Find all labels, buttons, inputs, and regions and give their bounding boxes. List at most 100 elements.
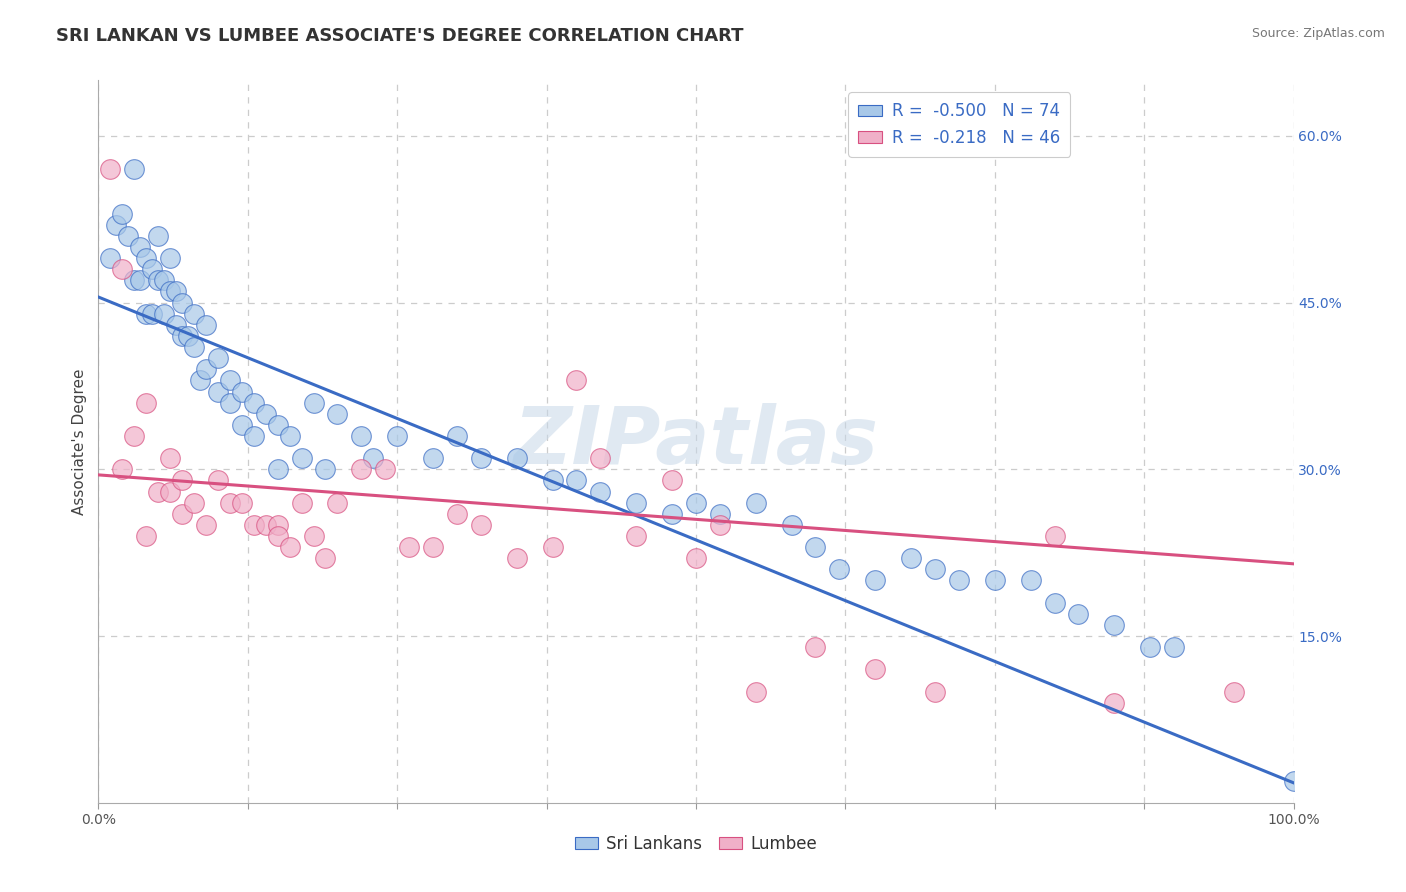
Point xyxy=(207,474,229,488)
Point xyxy=(1104,696,1126,710)
Point xyxy=(374,462,396,476)
Point xyxy=(1139,640,1161,655)
Point xyxy=(124,429,146,443)
Point xyxy=(709,517,731,532)
Text: SRI LANKAN VS LUMBEE ASSOCIATE'S DEGREE CORRELATION CHART: SRI LANKAN VS LUMBEE ASSOCIATE'S DEGREE … xyxy=(56,27,744,45)
Point xyxy=(254,517,277,532)
Point xyxy=(267,517,290,532)
Point xyxy=(243,395,266,409)
Point xyxy=(900,551,922,566)
Point xyxy=(278,540,301,554)
Point xyxy=(1104,618,1126,632)
Point xyxy=(183,340,205,354)
Point xyxy=(165,285,187,299)
Point xyxy=(243,517,266,532)
Point xyxy=(231,417,253,432)
Point xyxy=(804,540,827,554)
Point xyxy=(398,540,420,554)
Point xyxy=(865,574,887,588)
Point xyxy=(422,451,444,466)
Point xyxy=(626,496,648,510)
Point xyxy=(231,384,253,399)
Point xyxy=(172,295,194,310)
Point xyxy=(291,451,314,466)
Point xyxy=(111,462,134,476)
Point xyxy=(315,551,337,566)
Point xyxy=(129,273,152,287)
Point xyxy=(159,451,181,466)
Point xyxy=(1043,529,1066,543)
Point xyxy=(685,496,707,510)
Text: ZIPatlas: ZIPatlas xyxy=(513,402,879,481)
Point xyxy=(506,451,529,466)
Point xyxy=(177,329,200,343)
Point xyxy=(984,574,1007,588)
Point xyxy=(302,529,325,543)
Y-axis label: Associate's Degree: Associate's Degree xyxy=(72,368,87,515)
Point xyxy=(446,429,468,443)
Point xyxy=(135,529,157,543)
Point xyxy=(291,496,314,510)
Point xyxy=(135,251,157,265)
Point xyxy=(219,496,242,510)
Point xyxy=(589,484,612,499)
Point xyxy=(1282,773,1305,788)
Point xyxy=(98,251,122,265)
Point xyxy=(565,373,588,387)
Point xyxy=(948,574,970,588)
Point xyxy=(267,417,290,432)
Point xyxy=(506,551,529,566)
Point xyxy=(159,285,181,299)
Point xyxy=(141,262,163,277)
Point xyxy=(709,507,731,521)
Point xyxy=(124,162,146,177)
Point xyxy=(326,496,349,510)
Point xyxy=(745,496,768,510)
Point xyxy=(278,429,301,443)
Point xyxy=(148,273,170,287)
Point xyxy=(865,662,887,676)
Point xyxy=(98,162,122,177)
Point xyxy=(661,507,683,521)
Point xyxy=(446,507,468,521)
Point xyxy=(183,307,205,321)
Point xyxy=(470,517,492,532)
Point xyxy=(159,251,181,265)
Point xyxy=(541,540,564,554)
Point xyxy=(183,496,205,510)
Point xyxy=(1163,640,1185,655)
Point xyxy=(267,529,290,543)
Point xyxy=(363,451,385,466)
Point xyxy=(385,429,409,443)
Point xyxy=(207,351,229,366)
Point xyxy=(165,318,187,332)
Point xyxy=(565,474,588,488)
Point xyxy=(1067,607,1090,621)
Point xyxy=(231,496,253,510)
Point xyxy=(661,474,683,488)
Point xyxy=(172,329,194,343)
Point xyxy=(148,228,170,243)
Point xyxy=(117,228,139,243)
Point xyxy=(124,273,146,287)
Point xyxy=(153,273,176,287)
Point xyxy=(924,562,946,576)
Point xyxy=(148,484,170,499)
Point xyxy=(243,429,266,443)
Text: Source: ZipAtlas.com: Source: ZipAtlas.com xyxy=(1251,27,1385,40)
Point xyxy=(141,307,163,321)
Point xyxy=(188,373,211,387)
Point xyxy=(267,462,290,476)
Point xyxy=(195,318,218,332)
Point xyxy=(828,562,851,576)
Point xyxy=(172,507,194,521)
Point xyxy=(422,540,444,554)
Point xyxy=(1223,684,1246,698)
Point xyxy=(470,451,492,466)
Point xyxy=(111,207,134,221)
Point xyxy=(780,517,803,532)
Point xyxy=(350,462,373,476)
Point xyxy=(254,407,277,421)
Point xyxy=(350,429,373,443)
Point xyxy=(159,484,181,499)
